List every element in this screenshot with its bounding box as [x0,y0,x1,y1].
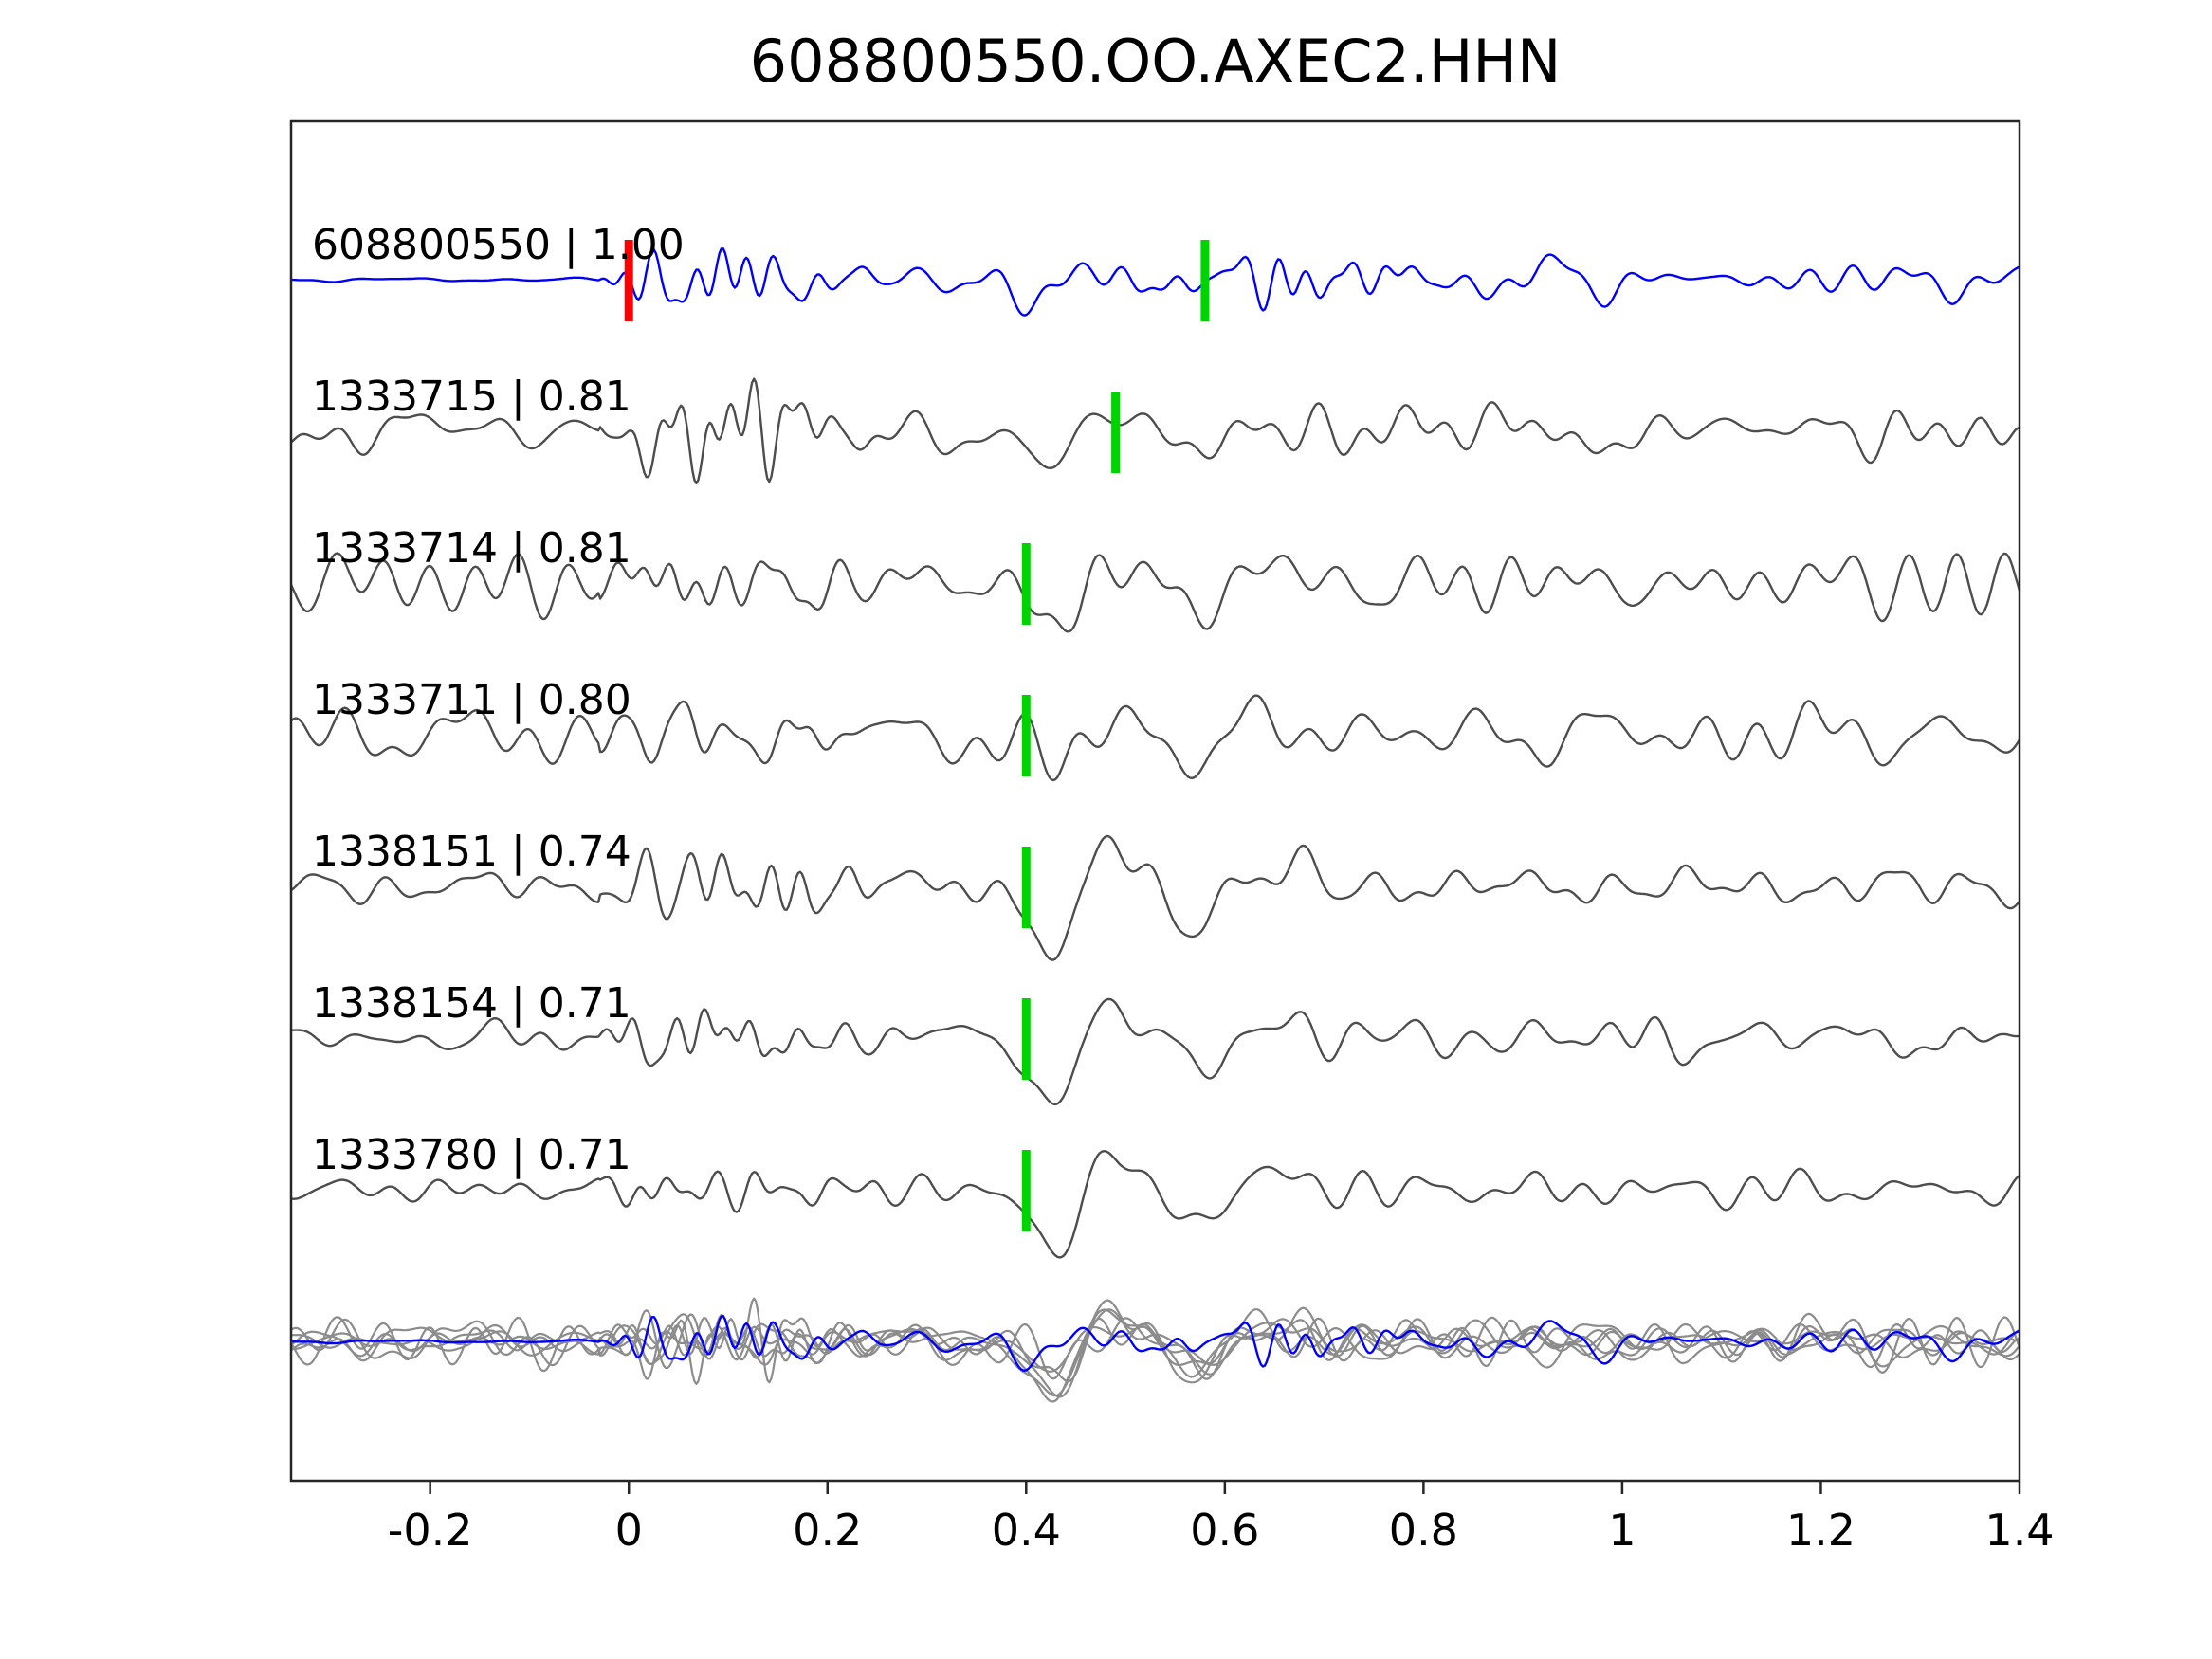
trace-label-608800550: 608800550 | 1.00 [312,221,685,269]
x-tick-label: 0.2 [793,1504,862,1556]
axes-frame [289,119,2021,1483]
trace-label-1333714: 1333714 | 0.81 [312,524,631,573]
x-tick-label: 1.2 [1786,1504,1856,1556]
x-tick-label: 0 [615,1504,643,1556]
waveform-trace-1333715 [291,377,2020,484]
overlay-template-trace [291,1314,2020,1373]
waveform-trace-1338154 [291,997,2020,1106]
trace-label-1338151: 1338151 | 0.74 [312,828,631,876]
pick-marker [1021,1150,1031,1231]
x-tick-label: 1 [1608,1504,1636,1556]
pick-marker [1021,695,1031,776]
pick-marker [1111,392,1121,473]
trace-label-1333715: 1333715 | 0.81 [312,373,631,421]
x-tick-label: 0.8 [1389,1504,1458,1556]
x-tick-label: -0.2 [388,1504,473,1556]
waveform-trace-1333711 [291,694,2020,782]
x-tick-label: 0.6 [1190,1504,1259,1556]
trace-label-1333780: 1333780 | 0.71 [312,1131,631,1179]
overlay-detection-trace-1333711 [291,1308,2020,1380]
trace-label-1338154: 1338154 | 0.71 [312,979,631,1028]
pick-marker [1200,240,1210,321]
pick-marker [1021,543,1031,625]
pick-marker [1021,847,1031,928]
overlay-detection-trace-1338151 [291,1299,2020,1403]
x-tick-label: 1.4 [1984,1504,2054,1556]
overlay-detection-trace-1338154 [291,1308,2020,1397]
x-tick-label: 0.4 [992,1504,1061,1556]
chart-title: 608800550.OO.AXEC2.HHN [749,27,1562,96]
origin-marker [624,240,633,321]
pick-marker [1021,998,1031,1080]
waveform-trace-1333714 [291,552,2020,633]
waveform-trace-608800550 [291,247,2020,317]
waveform-trace-1333780 [291,1149,2020,1259]
waveform-trace-1338151 [291,834,2020,961]
overlay-detection-trace-1333780 [291,1308,2020,1398]
plot-area [291,240,2020,1403]
trace-label-1333711: 1333711 | 0.80 [312,676,631,724]
